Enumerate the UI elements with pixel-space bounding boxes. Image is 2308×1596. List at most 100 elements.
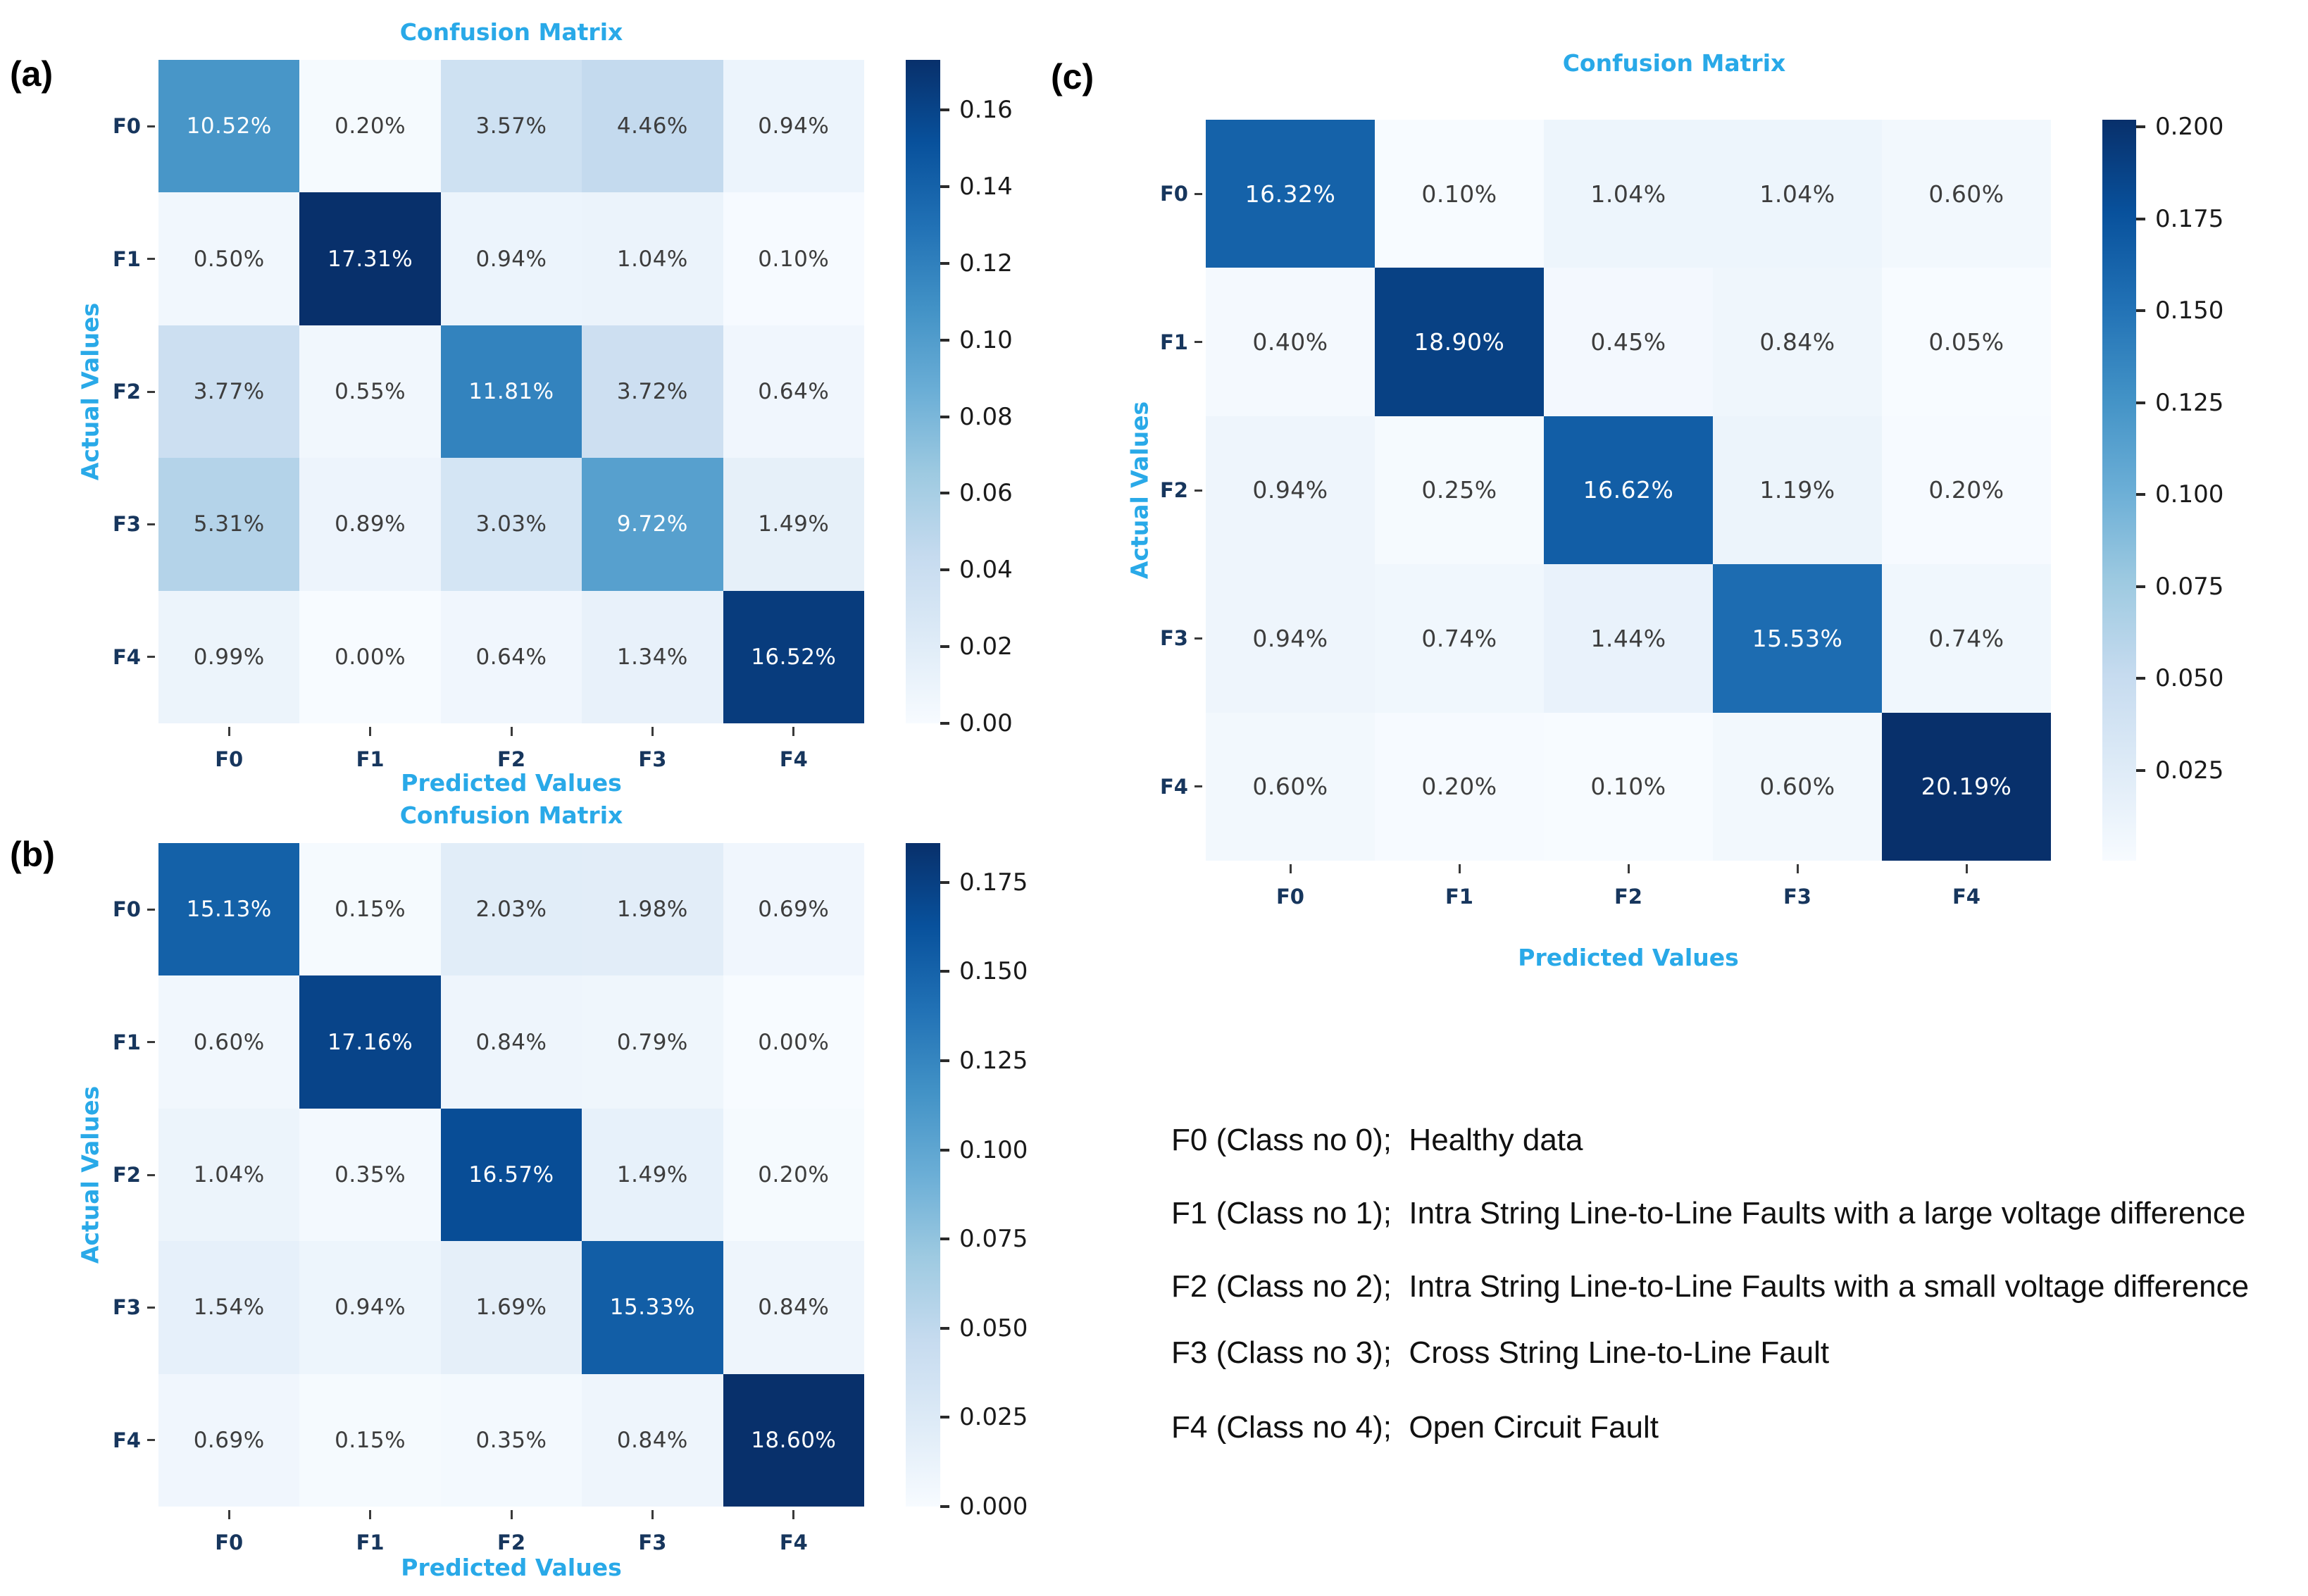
y-tick-label: F4 <box>113 1428 141 1452</box>
heatmap-cell: 0.94% <box>1206 416 1375 565</box>
heatmap-cell: 16.32% <box>1206 120 1375 268</box>
heatmap-cell: 1.34% <box>582 590 723 723</box>
y-tick-label: F0 <box>113 114 141 139</box>
y-tick-label: F2 <box>1160 478 1188 503</box>
heatmap-cell: 17.16% <box>299 975 441 1109</box>
heatmap-cell: 0.45% <box>1544 268 1713 416</box>
heatmap-cell: 0.25% <box>1375 416 1544 565</box>
y-tick-mark <box>1194 785 1202 788</box>
x-tick-mark <box>792 727 795 736</box>
heatmap-cell: 1.49% <box>582 1108 723 1242</box>
x-tick-label: F2 <box>497 747 526 771</box>
heatmap-cell: 0.35% <box>440 1373 582 1507</box>
heatmap-cell: 17.31% <box>299 192 441 325</box>
colorbar-tick: 0.12 <box>940 249 1013 278</box>
heatmap-cell: 0.60% <box>1882 120 2051 268</box>
colorbar-tick-label: 0.14 <box>959 173 1013 201</box>
cell-value: 0.45% <box>1590 328 1666 356</box>
heatmap-cell: 1.49% <box>723 458 864 591</box>
heatmap-cell: 1.44% <box>1544 564 1713 713</box>
y-tick-mark <box>147 1439 155 1442</box>
colorbar-tick-mark <box>940 1148 949 1152</box>
colorbar-tick-mark <box>940 185 949 189</box>
cell-value: 0.84% <box>1759 328 1835 356</box>
heatmap-cell: 0.69% <box>723 843 864 976</box>
colorbar-tick-mark <box>2136 309 2145 313</box>
heatmap-cell: 0.20% <box>299 60 441 193</box>
cell-value: 0.20% <box>335 113 406 139</box>
heatmap-cell: 0.20% <box>1375 712 1544 861</box>
y-tick: F0 <box>56 843 155 975</box>
x-tick: F0 <box>1206 863 1375 909</box>
heatmap-cell: 0.10% <box>1544 712 1713 861</box>
panel-a-letter: (a) <box>10 54 54 94</box>
cell-value: 0.84% <box>616 1427 688 1453</box>
legend-item: F4 (Class no 4); Open Circuit Fault <box>1171 1410 1659 1445</box>
cell-value: 0.10% <box>1421 180 1497 208</box>
x-tick-label: F1 <box>356 1530 385 1554</box>
y-tick: F0 <box>56 60 155 192</box>
cell-value: 1.98% <box>616 897 688 923</box>
cell-value: 0.00% <box>758 1029 830 1055</box>
x-tick: F2 <box>1544 863 1713 909</box>
colorbar-tick-label: 0.075 <box>2155 572 2224 601</box>
colorbar-tick-label: 0.100 <box>959 1135 1028 1164</box>
colorbar-tick: 0.150 <box>2136 297 2223 325</box>
heatmap-cell: 11.81% <box>440 325 582 459</box>
colorbar-tick: 0.025 <box>940 1403 1028 1431</box>
cell-value: 1.54% <box>193 1295 265 1321</box>
x-tick-mark <box>1965 864 1968 873</box>
x-axis-label: Predicted Values <box>401 769 622 797</box>
y-tick: F0 <box>1099 120 1202 268</box>
heatmap-cell: 0.74% <box>1375 564 1544 713</box>
cell-value: 1.49% <box>758 511 830 537</box>
y-tick-labels: F0 F1 F2 F3 F4 <box>1099 120 1202 861</box>
colorbar-tick: 0.125 <box>2136 389 2223 417</box>
x-tick: F1 <box>299 1509 440 1554</box>
y-tick-mark <box>147 125 155 127</box>
heatmap-cell: 2.03% <box>440 843 582 976</box>
cell-value: 3.57% <box>475 113 547 139</box>
cell-value: 17.16% <box>327 1029 413 1055</box>
cell-value: 11.81% <box>468 378 554 404</box>
panel-c-letter: (c) <box>1051 57 1094 96</box>
y-tick-labels: F0 F1 F2 F3 F4 <box>56 843 155 1507</box>
x-tick-mark <box>227 1510 230 1519</box>
y-tick-label: F2 <box>113 380 141 404</box>
x-tick-label: F4 <box>779 747 808 771</box>
legend-item: F3 (Class no 3); Cross String Line-to-Li… <box>1171 1335 1830 1370</box>
colorbar-tick-label: 0.150 <box>2155 297 2224 325</box>
cell-value: 0.60% <box>1252 773 1328 801</box>
x-tick-label: F2 <box>1614 885 1642 909</box>
x-tick-label: F1 <box>356 747 385 771</box>
y-tick-label: F1 <box>1160 330 1188 354</box>
colorbar-tick: 0.14 <box>940 173 1013 201</box>
colorbar: 0.000 0.025 0.050 0.075 0.100 0.125 0.150 0.175 <box>906 843 1028 1521</box>
colorbar-tick-label: 0.100 <box>2155 480 2224 509</box>
x-tick-mark <box>227 727 230 736</box>
colorbar-tick-mark <box>940 415 949 418</box>
y-tick-mark <box>1194 341 1202 344</box>
legend-item: F0 (Class no 0); Healthy data <box>1171 1123 1583 1157</box>
y-tick-label: F0 <box>113 897 141 922</box>
colorbar-tick-mark <box>2136 401 2145 404</box>
colorbar-tick-label: 0.06 <box>959 479 1013 508</box>
colorbar-ticks: 0.000 0.025 0.050 0.075 0.100 0.125 0.150 0.175 <box>940 843 1095 1521</box>
colorbar-tick-mark <box>940 1237 949 1241</box>
heatmap-cell: 0.15% <box>299 1373 441 1507</box>
x-tick-label: F3 <box>1783 885 1811 909</box>
heatmap-cell: 16.62% <box>1544 416 1713 565</box>
colorbar-tick-mark <box>2136 585 2145 588</box>
y-tick: F3 <box>56 1241 155 1373</box>
y-tick-label: F4 <box>113 644 141 669</box>
x-tick: F3 <box>582 725 723 771</box>
y-tick-label: F3 <box>113 1295 141 1320</box>
y-tick: F1 <box>56 192 155 325</box>
x-tick: F1 <box>1375 863 1544 909</box>
y-tick: F3 <box>56 458 155 590</box>
cell-value: 0.94% <box>1252 476 1328 504</box>
y-tick-mark <box>1194 637 1202 640</box>
heatmap-cell: 18.90% <box>1375 268 1544 416</box>
x-tick: F3 <box>582 1509 723 1554</box>
